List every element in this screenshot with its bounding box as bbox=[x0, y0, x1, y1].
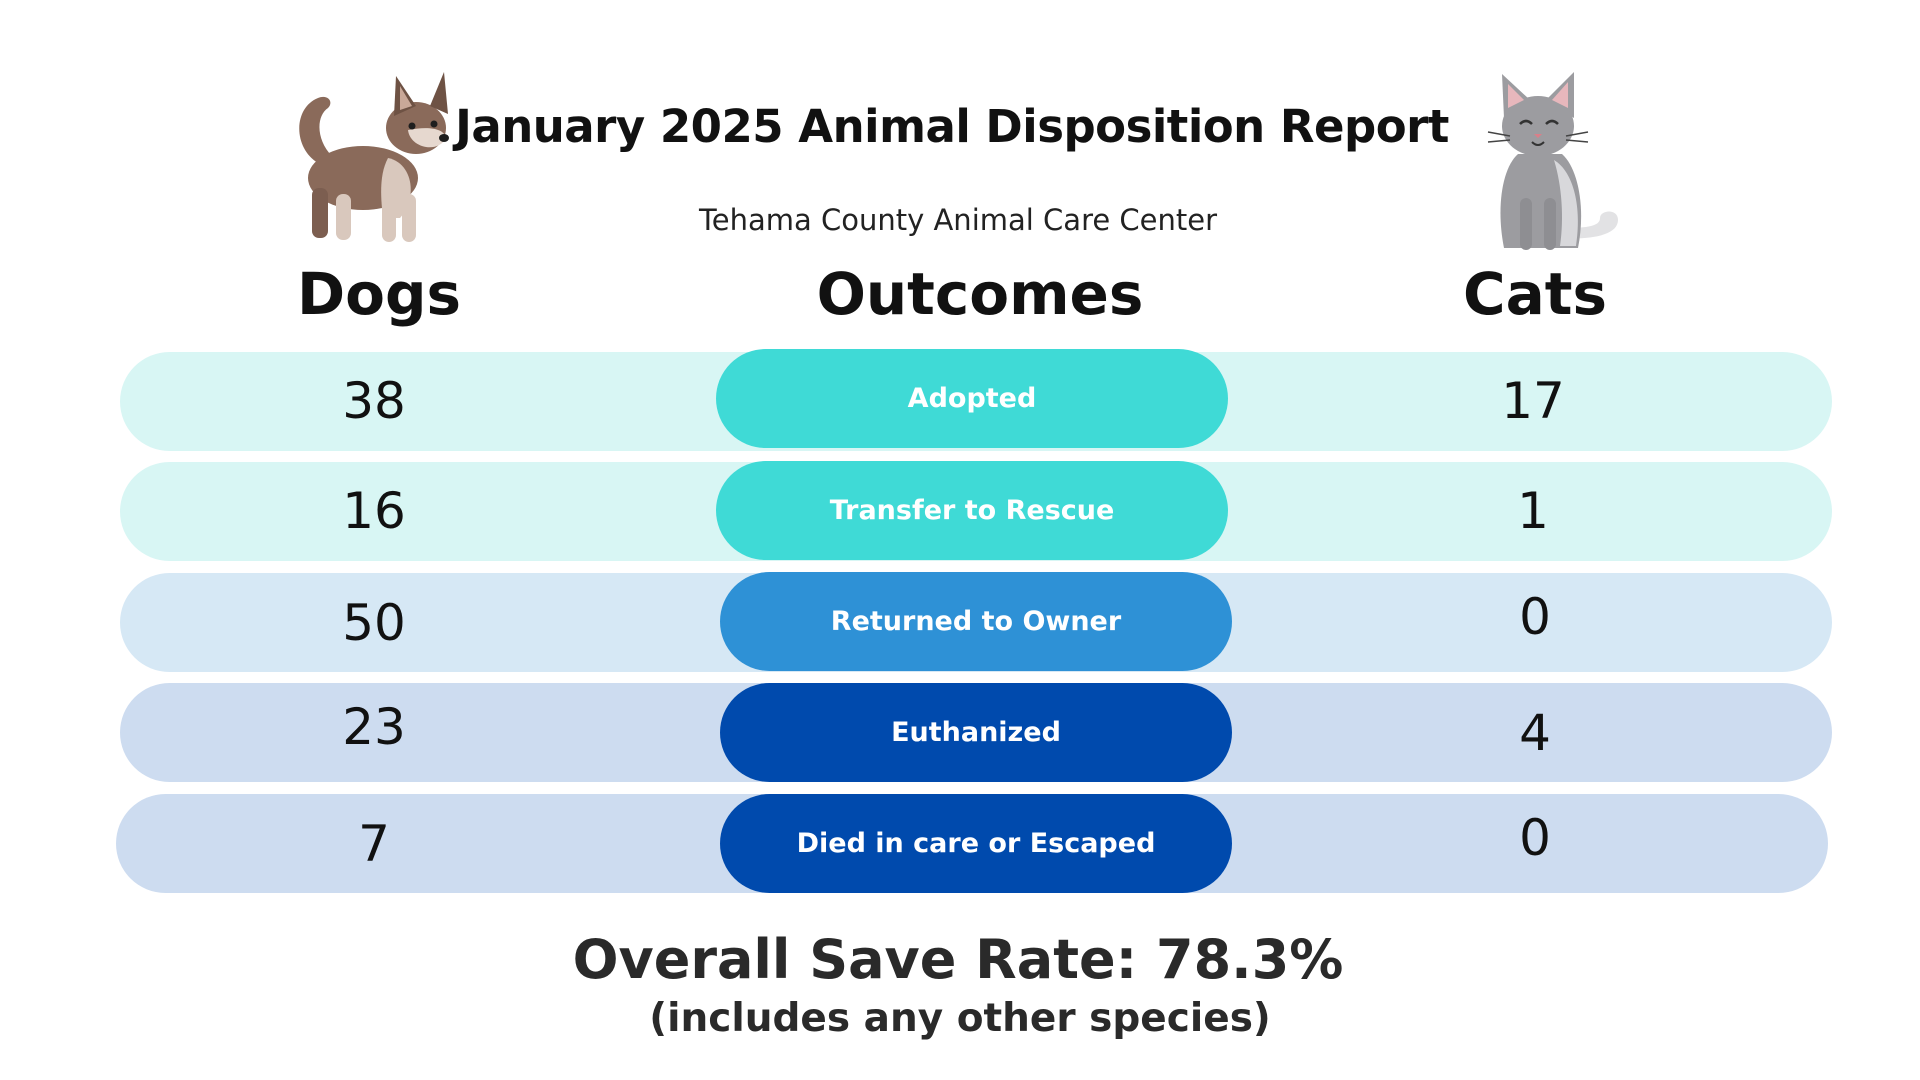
report-title-text: January 2025 Animal Disposition Report bbox=[455, 100, 1449, 153]
outcome-label: Transfer to Rescue bbox=[829, 495, 1115, 526]
column-header-dogs: Dogs bbox=[296, 260, 462, 328]
overall-save-rate: Overall Save Rate: 78.3% bbox=[572, 928, 1344, 991]
outcome-pill: Adopted bbox=[716, 349, 1228, 448]
outcome-pill: Died in care or Escaped bbox=[720, 794, 1232, 893]
outcome-pill: Transfer to Rescue bbox=[716, 461, 1228, 560]
cats-count: 1 bbox=[1517, 482, 1549, 540]
dogs-count: 7 bbox=[358, 815, 390, 873]
outcome-pill: Euthanized bbox=[720, 683, 1232, 782]
dogs-count: 50 bbox=[342, 594, 406, 652]
cats-count: 4 bbox=[1519, 704, 1551, 762]
cats-count: 17 bbox=[1501, 372, 1565, 430]
outcome-label: Euthanized bbox=[891, 717, 1061, 748]
report-title: January 2025 Animal Disposition Report bbox=[0, 100, 1920, 153]
dogs-count: 23 bbox=[342, 698, 406, 756]
outcome-label: Returned to Owner bbox=[830, 606, 1122, 637]
report-subtitle: Tehama County Animal Care Center bbox=[698, 203, 1218, 237]
dogs-count: 38 bbox=[342, 372, 406, 430]
outcome-pill: Returned to Owner bbox=[720, 572, 1232, 671]
column-header-outcomes: Outcomes bbox=[816, 260, 1144, 328]
cats-count: 0 bbox=[1519, 588, 1551, 646]
outcome-label: Adopted bbox=[907, 383, 1037, 414]
column-header-cats: Cats bbox=[1463, 260, 1607, 328]
outcome-label: Died in care or Escaped bbox=[796, 828, 1156, 859]
cat-illustration-icon bbox=[1468, 68, 1628, 258]
save-rate-note: (includes any other species) bbox=[649, 996, 1271, 1041]
cats-count: 0 bbox=[1519, 809, 1551, 867]
dogs-count: 16 bbox=[342, 482, 406, 540]
dog-illustration-icon bbox=[288, 68, 458, 248]
